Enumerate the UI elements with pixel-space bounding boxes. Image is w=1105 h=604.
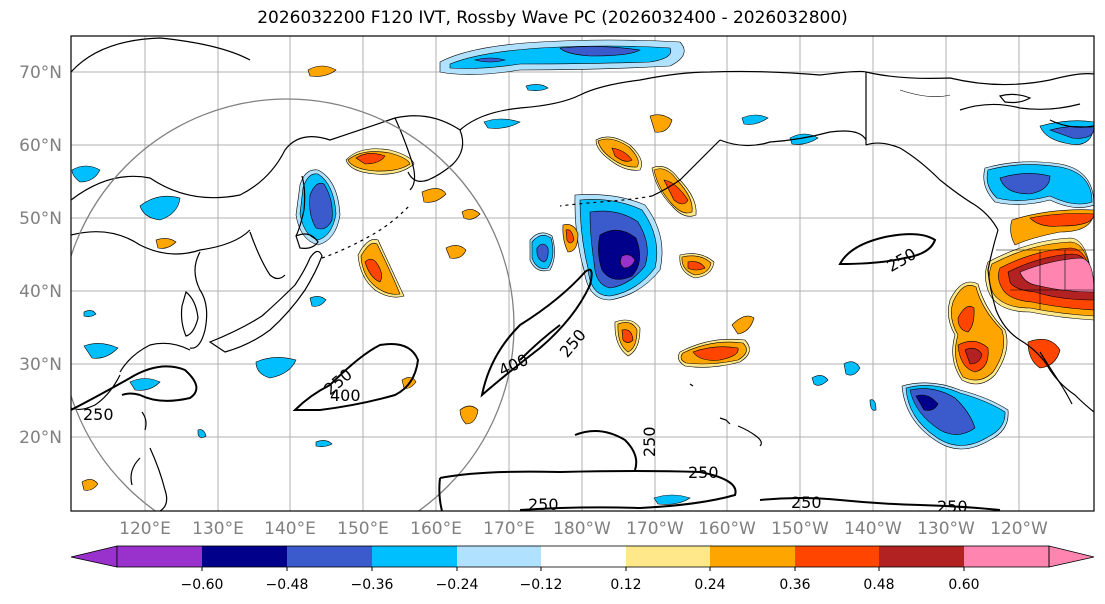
colorbar-segment xyxy=(287,546,372,567)
lat-label: 40°N xyxy=(19,282,62,302)
lon-label: 140°E xyxy=(264,519,316,539)
lat-label: 60°N xyxy=(19,136,62,156)
colorbar-segment xyxy=(710,546,795,567)
contour-label: 250 xyxy=(884,244,920,276)
political-borders xyxy=(865,72,1094,310)
longitude-labels: 120°E 130°E 140°E 150°E 160°E 170°E 180°… xyxy=(119,519,1048,539)
colorbar-segment xyxy=(795,546,879,567)
lon-label: 130°W xyxy=(917,519,975,539)
colorbar: −0.60 −0.48 −0.36 −0.24 −0.12 0.12 0.24 … xyxy=(70,545,1095,593)
lon-label: 120°W xyxy=(990,519,1048,539)
colorbar-segment xyxy=(202,546,287,567)
colorbar-extend-right xyxy=(1048,545,1095,568)
lon-label: 170°E xyxy=(483,519,535,539)
colorbar-segment xyxy=(626,546,710,567)
ivt-anomaly-fills xyxy=(71,39,1094,505)
map-area: 250 400 250 400 250 250 250 250 250 250 … xyxy=(71,36,1094,516)
lon-label: 180°W xyxy=(553,519,611,539)
lon-label: 160°W xyxy=(698,519,756,539)
colorbar-tick: 0.12 xyxy=(610,577,641,593)
contour-label: 250 xyxy=(528,495,559,514)
lat-label: 30°N xyxy=(19,355,62,375)
lat-label: 50°N xyxy=(19,209,62,229)
colorbar-segment xyxy=(879,546,964,567)
lon-label: 120°E xyxy=(119,519,171,539)
lon-label: 150°E xyxy=(337,519,389,539)
colorbar-tick: 0.48 xyxy=(863,577,894,593)
colorbar-segment xyxy=(117,546,202,567)
map-frame xyxy=(70,35,1095,512)
lon-label: 140°W xyxy=(844,519,902,539)
contour-label: 250 xyxy=(640,426,659,457)
colorbar-extend-left xyxy=(70,545,118,568)
contour-labels: 250 400 250 400 250 250 250 250 250 250 … xyxy=(83,244,968,516)
colorbar-tick: −0.60 xyxy=(181,577,224,593)
contour-label: 250 xyxy=(791,493,822,512)
map-title: 2026032200 F120 IVT, Rossby Wave PC (202… xyxy=(257,8,848,28)
contour-label: 250 xyxy=(937,497,968,516)
lat-label: 20°N xyxy=(19,428,62,448)
colorbar-tick: 0.60 xyxy=(948,577,979,593)
region-circle xyxy=(71,98,515,511)
contour-label: 250 xyxy=(688,463,719,482)
colorbar-segment xyxy=(964,546,1049,567)
lon-label: 150°W xyxy=(771,519,829,539)
contour-label: 250 xyxy=(556,325,590,361)
colorbar-segment xyxy=(541,546,626,567)
colorbar-tick: −0.48 xyxy=(266,577,309,593)
colorbar-tick: −0.12 xyxy=(520,577,563,593)
lon-label: 130°E xyxy=(192,519,244,539)
ivt-contours xyxy=(71,233,1001,511)
colorbar-tick: −0.36 xyxy=(351,577,394,593)
colorbar-tick: −0.24 xyxy=(436,577,479,593)
lon-label: 160°E xyxy=(410,519,462,539)
colorbar-tick: 0.36 xyxy=(779,577,810,593)
colorbar-tick: 0.24 xyxy=(694,577,725,593)
lat-label: 70°N xyxy=(19,63,62,83)
lon-label: 170°W xyxy=(626,519,684,539)
colorbar-segment xyxy=(457,546,541,567)
latitude-labels: 70°N 60°N 50°N 40°N 30°N 20°N xyxy=(19,63,62,448)
contour-label: 250 xyxy=(83,405,114,424)
colorbar-segment xyxy=(372,546,457,567)
contour-label: 400 xyxy=(330,386,361,405)
